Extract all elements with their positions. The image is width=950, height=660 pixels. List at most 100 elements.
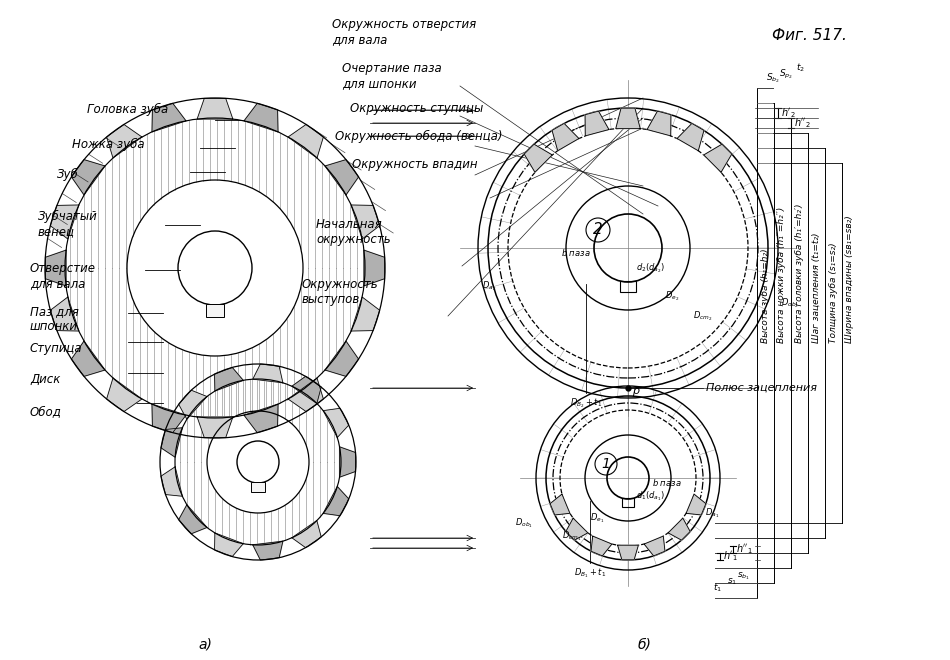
Text: р: р — [632, 386, 639, 396]
Text: $D_{ob_2}$: $D_{ob_2}$ — [781, 296, 799, 310]
Text: Окружность ступицы: Окружность ступицы — [350, 102, 484, 115]
Polygon shape — [339, 447, 355, 477]
Text: $s_1$: $s_1$ — [727, 577, 737, 587]
Text: Ножка зуба: Ножка зуба — [72, 138, 144, 151]
Polygon shape — [244, 404, 278, 433]
Polygon shape — [364, 250, 385, 286]
Polygon shape — [677, 123, 704, 150]
Text: Шаг зацепления (t₁=t₂): Шаг зацепления (t₁=t₂) — [811, 232, 821, 343]
Polygon shape — [215, 368, 243, 391]
Text: $s_{b_1}$: $s_{b_1}$ — [737, 570, 750, 581]
Polygon shape — [46, 250, 66, 286]
Text: Ширина впадины (sв₁=sв₂): Ширина впадины (sв₁=sв₂) — [846, 215, 854, 343]
Polygon shape — [253, 364, 283, 383]
Polygon shape — [647, 111, 671, 136]
Text: $d_1(d_{a_1})$: $d_1(d_{a_1})$ — [636, 489, 665, 503]
Polygon shape — [198, 98, 233, 119]
Text: $D_{cm_2}$: $D_{cm_2}$ — [693, 310, 712, 323]
Polygon shape — [179, 390, 207, 419]
Text: Высота зуба (h₁=h₂): Высота зуба (h₁=h₂) — [761, 248, 770, 343]
Bar — [620, 281, 636, 292]
Text: Зуб: Зуб — [57, 168, 79, 181]
Polygon shape — [566, 518, 588, 540]
Bar — [251, 482, 265, 492]
Polygon shape — [162, 467, 182, 496]
Polygon shape — [352, 297, 380, 331]
Text: $h''_2$: $h''_2$ — [794, 116, 810, 130]
Polygon shape — [550, 494, 570, 515]
Text: $D_{e_2}$: $D_{e_2}$ — [665, 289, 679, 303]
Polygon shape — [668, 518, 690, 540]
Polygon shape — [591, 536, 612, 556]
Polygon shape — [244, 104, 278, 132]
Text: Паз для
шпонки: Паз для шпонки — [30, 305, 79, 333]
Polygon shape — [288, 378, 323, 412]
Polygon shape — [292, 521, 321, 548]
Text: $h''_1$: $h''_1$ — [736, 542, 752, 556]
Polygon shape — [152, 104, 186, 132]
Text: Диск: Диск — [30, 373, 61, 386]
Text: $D_{cm_1}$: $D_{cm_1}$ — [562, 529, 582, 543]
Text: 1: 1 — [601, 457, 611, 471]
Polygon shape — [323, 486, 349, 515]
Polygon shape — [198, 417, 233, 438]
Text: $S_{p_2}$: $S_{p_2}$ — [779, 67, 793, 81]
Text: $h'_2$: $h'_2$ — [781, 106, 796, 120]
Text: Окружность впадин: Окружность впадин — [352, 158, 478, 171]
Text: $D_{a_1}$: $D_{a_1}$ — [705, 506, 719, 520]
Text: Высота головки зуба (h₁′=h₂′): Высота головки зуба (h₁′=h₂′) — [794, 203, 804, 343]
Polygon shape — [552, 123, 579, 150]
Polygon shape — [71, 160, 105, 195]
Polygon shape — [325, 341, 358, 376]
Text: $d_2(d_{a_2})$: $d_2(d_{a_2})$ — [636, 261, 665, 275]
Polygon shape — [179, 505, 207, 534]
Polygon shape — [215, 533, 243, 556]
Text: $S_{b_2}$: $S_{b_2}$ — [766, 71, 780, 84]
Text: Фиг. 517.: Фиг. 517. — [772, 28, 846, 43]
Polygon shape — [686, 494, 706, 515]
Text: Начальная
окружность: Начальная окружность — [316, 218, 390, 246]
Text: Зубчатый
венец: Зубчатый венец — [38, 210, 98, 238]
Text: а): а) — [198, 638, 212, 652]
Text: Отверстие
для вала: Отверстие для вала — [30, 262, 96, 290]
Text: б): б) — [638, 638, 652, 652]
Text: Толщина зуба (s₁=s₂): Толщина зуба (s₁=s₂) — [828, 242, 838, 343]
Text: 2: 2 — [593, 222, 603, 238]
Polygon shape — [616, 108, 640, 129]
Polygon shape — [524, 144, 552, 172]
Text: Очертание паза
для шпонки: Очертание паза для шпонки — [342, 62, 442, 90]
Polygon shape — [253, 541, 283, 560]
Polygon shape — [50, 297, 79, 331]
Polygon shape — [162, 428, 182, 457]
Polygon shape — [644, 536, 665, 556]
Text: $D_{ob_1}$: $D_{ob_1}$ — [515, 516, 533, 530]
Text: $t_1$: $t_1$ — [713, 581, 723, 594]
Bar — [206, 304, 224, 317]
Polygon shape — [288, 125, 323, 158]
Text: $D_{a_2}$: $D_{a_2}$ — [482, 279, 496, 293]
Text: Окружность обода (венца): Окружность обода (венца) — [335, 130, 503, 143]
Polygon shape — [325, 160, 358, 195]
Polygon shape — [618, 545, 638, 560]
Text: Полюс зацепления: Полюс зацепления — [706, 383, 817, 393]
Text: $b$ паза: $b$ паза — [652, 477, 681, 488]
Text: Высота ножки зуба (h₁′′=h₂′′): Высота ножки зуба (h₁′′=h₂′′) — [777, 207, 787, 343]
Text: Ступица: Ступица — [30, 342, 83, 355]
Text: $D_{B_1}+t_1$: $D_{B_1}+t_1$ — [574, 566, 606, 579]
Polygon shape — [352, 205, 380, 239]
Text: $t_2$: $t_2$ — [795, 62, 805, 75]
Bar — [622, 498, 634, 507]
Polygon shape — [152, 404, 186, 433]
Text: $b$ паза: $b$ паза — [561, 248, 591, 259]
Text: $h'_1$: $h'_1$ — [723, 549, 738, 563]
Polygon shape — [585, 111, 609, 136]
Text: Обод: Обод — [30, 405, 62, 418]
Polygon shape — [50, 205, 79, 239]
Polygon shape — [106, 125, 142, 158]
Polygon shape — [323, 409, 349, 438]
Text: Окружность отверстия
для вала: Окружность отверстия для вала — [332, 18, 476, 46]
Text: $D_{B_2}+t_1$: $D_{B_2}+t_1$ — [570, 396, 602, 410]
Polygon shape — [106, 378, 142, 412]
Polygon shape — [704, 144, 732, 172]
Text: Головка зуба: Головка зуба — [87, 103, 168, 116]
